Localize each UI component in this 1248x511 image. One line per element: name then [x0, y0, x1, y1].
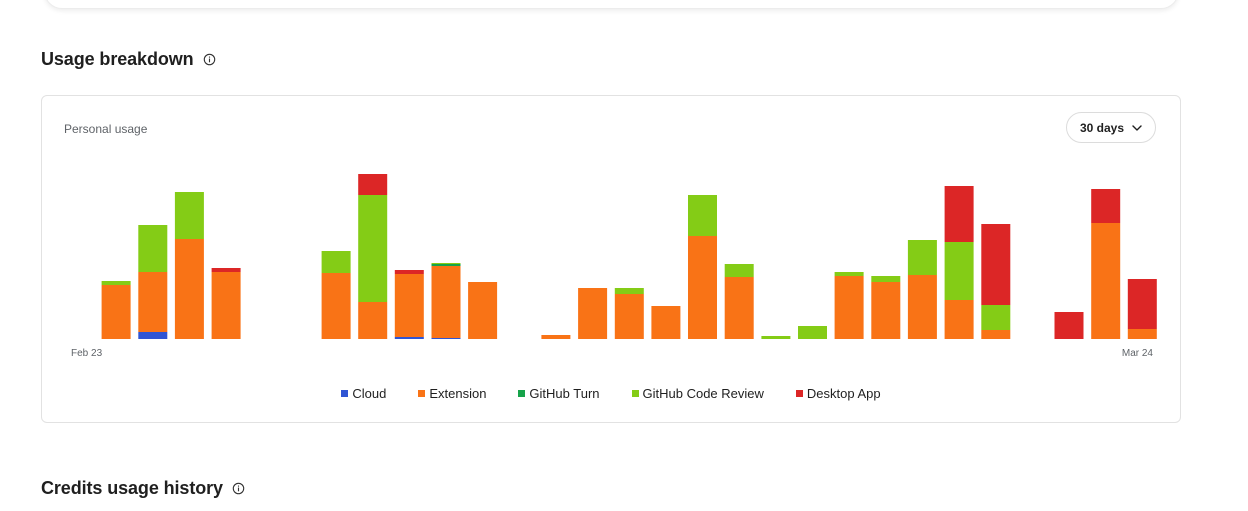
- legend-swatch: [418, 390, 426, 397]
- bar-segment-extension[interactable]: [321, 273, 351, 339]
- bar-segment-github-code-review[interactable]: [798, 326, 827, 339]
- bar-segment-github-code-review[interactable]: [614, 288, 644, 294]
- bar-segment-extension[interactable]: [541, 335, 571, 339]
- bar-segment-desktop-app[interactable]: [1054, 312, 1084, 339]
- bar-segment-github-code-review[interactable]: [871, 276, 901, 282]
- legend-swatch: [631, 390, 639, 397]
- previous-card: [44, 0, 1179, 9]
- legend-item-github-turn[interactable]: GitHub Turn: [518, 386, 600, 401]
- bar-segment-extension[interactable]: [358, 302, 388, 339]
- bar-segment-github-code-review[interactable]: [138, 225, 168, 272]
- bar-segment-extension[interactable]: [614, 294, 644, 339]
- bar-segment-extension[interactable]: [211, 272, 241, 339]
- legend-swatch: [341, 390, 349, 397]
- bar-segment-extension[interactable]: [651, 306, 681, 339]
- x-axis-start-label: Feb 23: [71, 348, 103, 359]
- bar-segment-github-code-review[interactable]: [174, 192, 204, 239]
- bar-segment-extension[interactable]: [431, 266, 461, 338]
- bar-segment-github-code-review[interactable]: [431, 263, 461, 264]
- bar-segment-extension[interactable]: [688, 236, 717, 339]
- usage-breakdown-title: Usage breakdown: [41, 49, 194, 69]
- legend-label: Cloud: [352, 386, 387, 401]
- legend-label: GitHub Code Review: [642, 386, 764, 401]
- legend-label: Desktop App: [806, 386, 881, 401]
- bar-segment-github-code-review[interactable]: [688, 195, 717, 236]
- bar-segment-github-code-review[interactable]: [834, 272, 864, 276]
- usage-bar-chart: Feb 23 Mar 24: [71, 174, 1157, 359]
- bar-segment-extension[interactable]: [1127, 329, 1157, 339]
- bar-segment-extension[interactable]: [468, 282, 498, 339]
- bar-segment-extension[interactable]: [1091, 223, 1121, 339]
- bar-segment-extension[interactable]: [834, 276, 864, 339]
- bar-segment-desktop-app[interactable]: [981, 224, 1011, 305]
- bar-segment-github-code-review[interactable]: [724, 264, 754, 277]
- chevron-down-icon: [1132, 124, 1142, 131]
- legend-label: GitHub Turn: [529, 386, 600, 401]
- legend-item-extension[interactable]: Extension: [418, 386, 486, 401]
- legend-item-cloud[interactable]: Cloud: [341, 386, 386, 401]
- bar-segment-desktop-app[interactable]: [1127, 279, 1157, 329]
- legend-swatch: [518, 390, 526, 397]
- bar-segment-github-code-review[interactable]: [944, 242, 974, 300]
- chart-legend: Cloud Extension GitHub Turn GitHub Code Rev…: [42, 386, 1180, 401]
- bar-segment-extension[interactable]: [394, 274, 424, 337]
- personal-usage-label: Personal usage: [64, 122, 148, 136]
- usage-chart-card: Personal usage 30 days Feb 23 Mar 24 Clo…: [41, 95, 1181, 423]
- bar-segment-github-code-review[interactable]: [761, 336, 791, 339]
- bar-segment-github-turn[interactable]: [431, 264, 461, 266]
- usage-breakdown-header: Usage breakdown: [41, 49, 216, 70]
- bar-segment-extension[interactable]: [871, 282, 901, 339]
- bar-segment-github-code-review[interactable]: [907, 240, 937, 275]
- info-icon[interactable]: [232, 482, 245, 495]
- bar-segment-extension[interactable]: [578, 288, 608, 339]
- bar-segment-desktop-app[interactable]: [358, 174, 388, 195]
- legend-swatch: [795, 390, 803, 397]
- bar-segment-extension[interactable]: [724, 277, 754, 339]
- bar-segment-desktop-app[interactable]: [211, 268, 241, 272]
- range-dropdown-value: 30 days: [1079, 120, 1125, 135]
- bar-segment-extension[interactable]: [138, 272, 168, 332]
- legend-item-desktop-app[interactable]: Desktop App: [795, 386, 881, 401]
- bar-segment-extension[interactable]: [101, 285, 131, 339]
- bar-segment-github-code-review[interactable]: [321, 251, 351, 273]
- bar-segment-extension[interactable]: [174, 239, 204, 339]
- credits-history-title: Credits usage history: [41, 478, 223, 498]
- bar-segment-extension[interactable]: [907, 275, 937, 339]
- info-icon[interactable]: [203, 53, 216, 66]
- bar-segment-github-code-review[interactable]: [981, 305, 1011, 330]
- bar-segment-desktop-app[interactable]: [1091, 189, 1121, 223]
- bars-group: [101, 174, 1157, 339]
- bar-segment-cloud[interactable]: [394, 337, 424, 339]
- bar-segment-desktop-app[interactable]: [944, 186, 974, 242]
- bar-segment-extension[interactable]: [981, 330, 1011, 339]
- bar-segment-github-code-review[interactable]: [101, 281, 131, 285]
- legend-item-github-code-review[interactable]: GitHub Code Review: [631, 386, 764, 401]
- range-dropdown[interactable]: 30 days: [1066, 112, 1156, 143]
- credits-history-header: Credits usage history: [41, 478, 245, 499]
- legend-label: Extension: [429, 386, 487, 401]
- bar-segment-extension[interactable]: [944, 300, 974, 339]
- bar-segment-cloud[interactable]: [431, 338, 461, 339]
- bar-segment-cloud[interactable]: [138, 332, 168, 339]
- bar-segment-desktop-app[interactable]: [394, 270, 424, 274]
- bar-segment-github-code-review[interactable]: [358, 195, 388, 302]
- x-axis-end-label: Mar 24: [1122, 348, 1154, 359]
